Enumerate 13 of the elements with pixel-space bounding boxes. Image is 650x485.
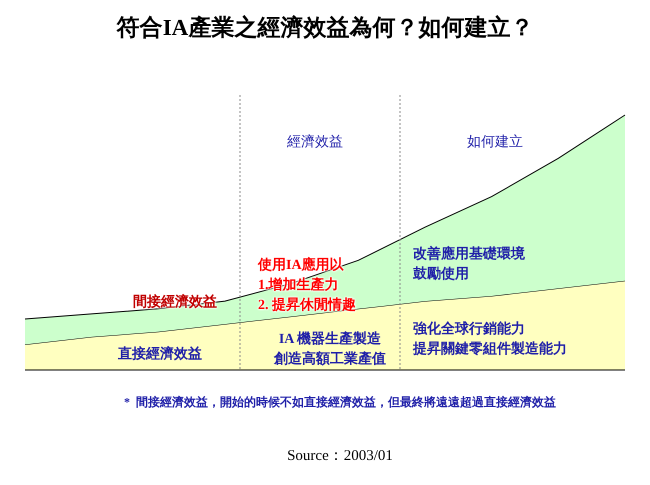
annotation: 2. 提昇休閒情趣 bbox=[258, 296, 356, 315]
annotation: IA 機器生產製造 bbox=[278, 330, 382, 349]
annotation: 經濟效益 bbox=[287, 133, 343, 152]
annotation: 創造高額工業產值 bbox=[274, 350, 386, 369]
annotation: 鼓勵使用 bbox=[413, 265, 469, 284]
annotation: 強化全球行銷能力 bbox=[413, 320, 525, 339]
annotation: 改善應用基礎環境 bbox=[413, 245, 525, 264]
annotation: 提昇關鍵零組件製造能力 bbox=[413, 340, 567, 359]
annotation: 如何建立 bbox=[467, 133, 523, 152]
series-label: 直接經濟效益 bbox=[118, 345, 202, 363]
source-note: Source：2003/01 bbox=[287, 447, 393, 466]
chart-title: 符合IA產業之經濟效益為何？如何建立？ bbox=[116, 14, 534, 42]
text: * 間接經濟效益，開始的時候不如直接經濟效益，但最終將遠遠超過直接經濟效益 bbox=[124, 394, 556, 411]
